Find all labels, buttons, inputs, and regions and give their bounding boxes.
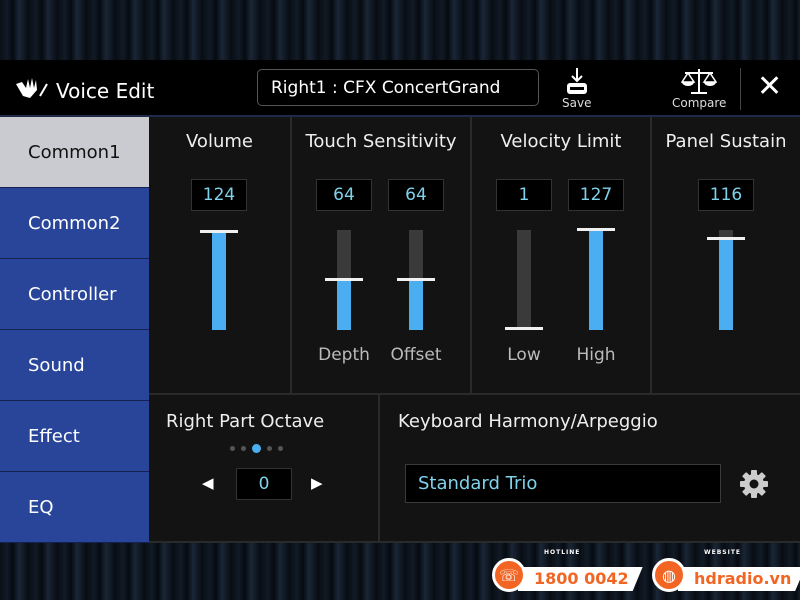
sidebar-item-controller[interactable]: Controller xyxy=(0,259,149,330)
website-url: hdradio.vn xyxy=(678,567,800,591)
gear-icon[interactable] xyxy=(739,469,769,503)
slider-knob[interactable] xyxy=(707,237,745,240)
slider-knob[interactable] xyxy=(200,230,238,233)
offset-slider[interactable] xyxy=(397,230,435,330)
sustain-value[interactable]: 116 xyxy=(698,179,754,211)
sidebar-item-eq[interactable]: EQ xyxy=(0,472,149,543)
low-label: Low xyxy=(507,345,541,365)
save-icon xyxy=(566,68,587,94)
slider-fill xyxy=(212,232,226,330)
sidebar-item-common2[interactable]: Common2 xyxy=(0,188,149,259)
save-label: Save xyxy=(562,96,592,110)
volume-value[interactable]: 124 xyxy=(191,179,247,211)
slider-fill xyxy=(719,239,733,330)
slider-fill xyxy=(337,280,351,330)
harmony-title: Keyboard Harmony/Arpeggio xyxy=(398,411,658,432)
volume-slider[interactable] xyxy=(200,230,238,330)
depth-slider[interactable] xyxy=(325,230,363,330)
phone-icon: ☏ xyxy=(492,558,526,592)
slider-knob[interactable] xyxy=(577,228,615,231)
scale-icon xyxy=(681,69,718,94)
sidebar: Common1 Common2 Controller Sound Effect … xyxy=(0,117,149,543)
website-badge[interactable]: ◍ WEBSITE hdradio.vn xyxy=(652,549,800,592)
high-slider[interactable] xyxy=(577,228,615,330)
velocity-limit-panel: Velocity Limit xyxy=(472,117,652,395)
website-label: WEBSITE xyxy=(704,549,742,556)
velocity-limit-title: Velocity Limit xyxy=(500,131,622,152)
voice-edit-icon xyxy=(14,76,48,105)
voice-name-field[interactable]: Right1 : CFX ConcertGrand xyxy=(257,69,539,106)
depth-label: Depth xyxy=(318,345,370,365)
compare-button[interactable]: Compare xyxy=(672,66,726,110)
slider-fill xyxy=(589,230,603,330)
slider-knob[interactable] xyxy=(505,327,543,330)
hotline-label: HOTLINE xyxy=(544,549,581,556)
depth-value[interactable]: 64 xyxy=(316,179,372,211)
panel-sustain-title: Panel Sustain xyxy=(665,131,787,152)
octave-decrease-arrow-icon[interactable]: ◀ xyxy=(202,474,214,492)
compare-label: Compare xyxy=(672,96,727,110)
touch-sensitivity-panel: Touch Sensitivity xyxy=(292,117,472,395)
sidebar-item-sound[interactable]: Sound xyxy=(0,330,149,401)
title-text: Voice Edit xyxy=(56,78,155,103)
touch-sensitivity-title: Touch Sensitivity xyxy=(305,131,457,152)
panel-sustain-panel: Panel Sustain xyxy=(652,117,800,395)
offset-label: Offset xyxy=(390,345,442,365)
slider-knob[interactable] xyxy=(397,278,435,281)
save-button[interactable]: Save xyxy=(562,66,591,110)
low-value[interactable]: 1 xyxy=(496,179,552,211)
slider-fill xyxy=(409,280,423,330)
octave-value[interactable]: 0 xyxy=(236,468,292,500)
sustain-slider[interactable] xyxy=(707,230,745,330)
header: Voice Edit Right1 : CFX ConcertGrand Sav… xyxy=(0,60,800,117)
octave-dot xyxy=(278,446,283,451)
octave-position-indicator xyxy=(230,444,283,453)
octave-title: Right Part Octave xyxy=(166,411,325,432)
low-slider[interactable] xyxy=(505,230,543,330)
octave-dot xyxy=(252,444,261,453)
close-icon[interactable]: ✕ xyxy=(757,69,783,104)
background-top xyxy=(0,0,800,60)
hotline-badge[interactable]: ☏ HOTLINE 1800 0042 xyxy=(492,549,643,592)
octave-increase-arrow-icon[interactable]: ▶ xyxy=(311,474,323,492)
high-value[interactable]: 127 xyxy=(568,179,624,211)
harmony-type-field[interactable]: Standard Trio xyxy=(405,464,721,503)
high-label: High xyxy=(576,345,616,365)
hotline-number: 1800 0042 xyxy=(518,567,643,591)
sidebar-item-common1[interactable]: Common1 xyxy=(0,117,149,188)
offset-value[interactable]: 64 xyxy=(388,179,444,211)
slider-knob[interactable] xyxy=(325,278,363,281)
window-title: Voice Edit xyxy=(14,76,154,105)
sidebar-item-effect[interactable]: Effect xyxy=(0,401,149,472)
octave-dot xyxy=(230,446,235,451)
octave-dot xyxy=(267,446,272,451)
globe-icon: ◍ xyxy=(652,558,686,592)
divider xyxy=(740,68,741,110)
octave-dot xyxy=(241,446,246,451)
volume-title: Volume xyxy=(186,131,253,152)
